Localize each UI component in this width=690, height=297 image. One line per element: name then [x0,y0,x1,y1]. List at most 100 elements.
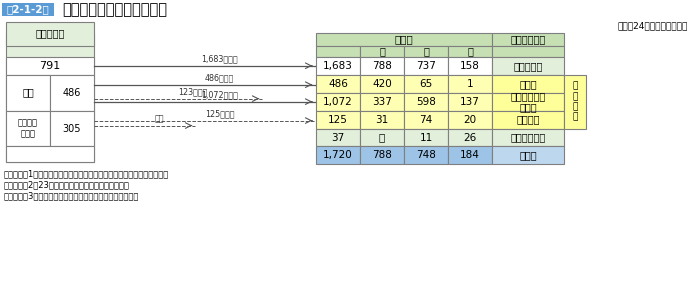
Text: 市: 市 [379,46,385,56]
FancyBboxPatch shape [316,146,360,165]
Text: 791: 791 [39,61,61,71]
Text: 788: 788 [372,151,392,160]
FancyBboxPatch shape [492,33,564,46]
Text: ２村: ２村 [155,115,164,124]
FancyBboxPatch shape [492,110,564,129]
FancyBboxPatch shape [564,75,586,129]
FancyBboxPatch shape [404,129,448,146]
FancyBboxPatch shape [448,46,492,57]
Text: 1,072: 1,072 [323,97,353,107]
Text: 町: 町 [423,46,429,56]
FancyBboxPatch shape [492,75,564,93]
Text: 第2-1-2図: 第2-1-2図 [7,4,50,15]
Text: 3　広域連合は「一部事務組合等」に含まれる。: 3 広域連合は「一部事務組合等」に含まれる。 [4,191,139,200]
FancyBboxPatch shape [404,46,448,57]
FancyBboxPatch shape [316,93,360,110]
FancyBboxPatch shape [50,110,94,146]
Text: 65: 65 [420,79,433,89]
Text: 11: 11 [420,132,433,143]
Text: 1,683市町村: 1,683市町村 [201,55,238,64]
FancyBboxPatch shape [448,129,492,146]
Text: 非常備市町村: 非常備市町村 [511,132,546,143]
Text: 748: 748 [416,151,436,160]
Text: 486市町村: 486市町村 [205,74,234,83]
FancyBboxPatch shape [316,46,360,57]
FancyBboxPatch shape [360,110,404,129]
Text: 村: 村 [467,46,473,56]
Text: 事務委託: 事務委託 [516,115,540,124]
FancyBboxPatch shape [6,110,50,146]
FancyBboxPatch shape [448,110,492,129]
FancyBboxPatch shape [6,22,94,46]
FancyBboxPatch shape [448,93,492,110]
FancyBboxPatch shape [404,110,448,129]
Text: 一部事務組合
等構成: 一部事務組合 等構成 [511,91,546,113]
Text: 305: 305 [63,124,81,134]
Text: 486: 486 [63,88,81,98]
Text: 598: 598 [416,97,436,107]
Text: 420: 420 [372,79,392,89]
Text: 74: 74 [420,115,433,124]
FancyBboxPatch shape [492,146,564,165]
FancyBboxPatch shape [6,57,94,75]
Text: 337: 337 [372,97,392,107]
Text: （平成24年４月１日現在）: （平成24年４月１日現在） [618,21,688,30]
FancyBboxPatch shape [360,93,404,110]
FancyBboxPatch shape [6,33,94,162]
Text: －: － [379,132,385,143]
Text: 137: 137 [460,97,480,107]
FancyBboxPatch shape [316,129,360,146]
Text: 26: 26 [464,132,477,143]
Text: 消防本部の設置方式の内訳: 消防本部の設置方式の内訳 [62,2,167,17]
FancyBboxPatch shape [448,75,492,93]
Text: 2　23区は１市として単独消防本部に計上: 2 23区は１市として単独消防本部に計上 [4,180,130,189]
Text: 常備／非常備: 常備／非常備 [511,34,546,44]
Text: 単独: 単独 [22,88,34,98]
Text: 158: 158 [460,61,480,71]
FancyBboxPatch shape [316,75,360,93]
Text: 合　計: 合 計 [519,151,537,160]
Text: 市町村: 市町村 [395,34,413,44]
FancyBboxPatch shape [360,146,404,165]
FancyBboxPatch shape [492,46,564,57]
FancyBboxPatch shape [360,75,404,93]
Text: 123市町村: 123市町村 [178,88,208,97]
FancyBboxPatch shape [50,75,94,110]
Text: 設
置
方
式: 設 置 方 式 [572,82,578,122]
Text: 一部事務
組合等: 一部事務 組合等 [18,119,38,138]
Text: 788: 788 [372,61,392,71]
Text: 単　独: 単 独 [519,79,537,89]
Text: 1,683: 1,683 [323,61,353,71]
Text: 737: 737 [416,61,436,71]
FancyBboxPatch shape [316,110,360,129]
FancyBboxPatch shape [492,129,564,146]
FancyBboxPatch shape [316,57,360,75]
Text: 1: 1 [466,79,473,89]
FancyBboxPatch shape [2,3,54,16]
Text: 125: 125 [328,115,348,124]
Text: （備考）　1　「消防本部及び消防団に関する異動状況報告」により作成: （備考） 1 「消防本部及び消防団に関する異動状況報告」により作成 [4,169,169,178]
FancyBboxPatch shape [6,75,50,110]
FancyBboxPatch shape [448,146,492,165]
FancyBboxPatch shape [404,57,448,75]
FancyBboxPatch shape [492,57,564,75]
FancyBboxPatch shape [6,146,94,162]
Text: 184: 184 [460,151,480,160]
FancyBboxPatch shape [492,93,564,110]
Text: 20: 20 [464,115,477,124]
Text: 125市町村: 125市町村 [205,110,234,119]
Text: 1,072市町村: 1,072市町村 [201,91,238,99]
FancyBboxPatch shape [360,57,404,75]
FancyBboxPatch shape [404,75,448,93]
FancyBboxPatch shape [316,33,492,46]
Text: 37: 37 [331,132,344,143]
FancyBboxPatch shape [404,146,448,165]
Text: 常備市町村: 常備市町村 [513,61,543,71]
Text: 486: 486 [328,79,348,89]
Text: 1,720: 1,720 [323,151,353,160]
FancyBboxPatch shape [448,57,492,75]
FancyBboxPatch shape [360,46,404,57]
Text: 31: 31 [375,115,388,124]
FancyBboxPatch shape [360,129,404,146]
FancyBboxPatch shape [404,93,448,110]
